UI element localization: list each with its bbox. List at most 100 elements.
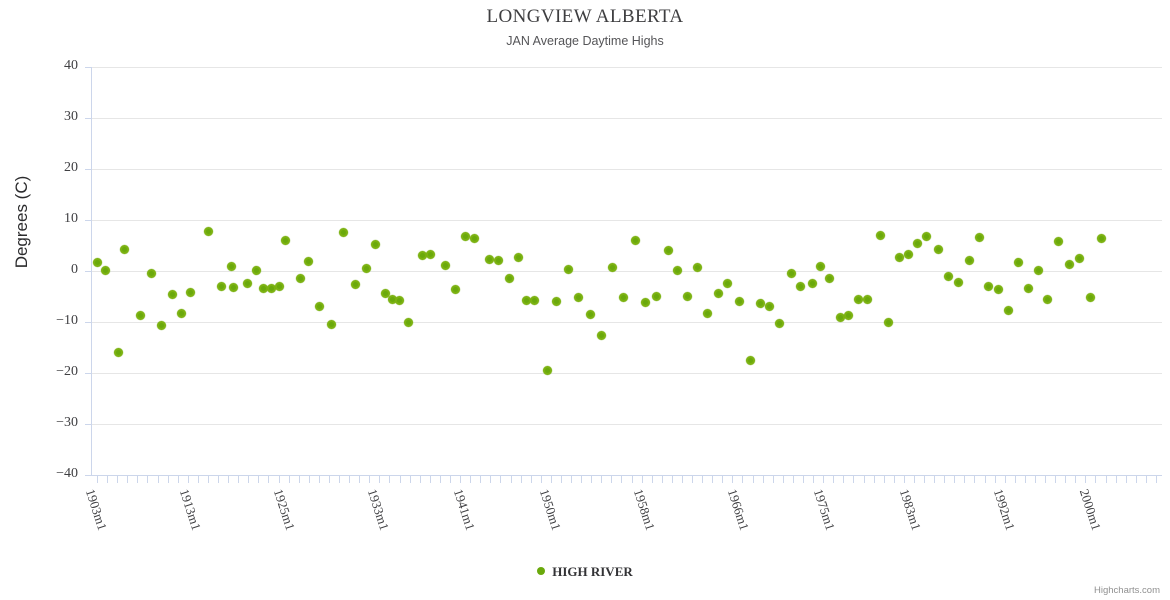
data-point[interactable]: [912, 238, 922, 248]
data-point[interactable]: [903, 249, 913, 259]
data-point[interactable]: [843, 310, 853, 320]
data-point[interactable]: [440, 260, 450, 270]
data-point[interactable]: [146, 268, 156, 278]
data-point[interactable]: [807, 278, 817, 288]
data-point[interactable]: [314, 301, 324, 311]
data-point[interactable]: [1064, 259, 1074, 269]
data-point[interactable]: [370, 239, 380, 249]
data-point[interactable]: [504, 273, 514, 283]
data-point[interactable]: [764, 301, 774, 311]
data-point[interactable]: [176, 308, 186, 318]
data-point[interactable]: [513, 252, 523, 262]
data-point[interactable]: [862, 294, 872, 304]
data-point[interactable]: [460, 231, 470, 241]
data-point[interactable]: [824, 273, 834, 283]
data-point[interactable]: [618, 292, 628, 302]
data-point[interactable]: [573, 292, 583, 302]
data-point[interactable]: [484, 254, 494, 264]
data-point[interactable]: [883, 317, 893, 327]
data-point[interactable]: [113, 347, 123, 357]
data-point[interactable]: [1013, 257, 1023, 267]
data-point[interactable]: [755, 298, 765, 308]
data-point[interactable]: [921, 231, 931, 241]
data-point[interactable]: [734, 296, 744, 306]
data-point[interactable]: [786, 268, 796, 278]
data-point[interactable]: [953, 277, 963, 287]
credits-link[interactable]: Highcharts.com: [1094, 585, 1160, 596]
data-point[interactable]: [394, 295, 404, 305]
data-point[interactable]: [933, 244, 943, 254]
legend-item-high-river[interactable]: HIGH RIVER: [537, 564, 633, 580]
data-point[interactable]: [795, 281, 805, 291]
data-point[interactable]: [563, 264, 573, 274]
data-point[interactable]: [585, 309, 595, 319]
data-point[interactable]: [722, 278, 732, 288]
data-point[interactable]: [983, 281, 993, 291]
data-point[interactable]: [92, 257, 102, 267]
data-point[interactable]: [280, 235, 290, 245]
data-point[interactable]: [1053, 236, 1063, 246]
data-point[interactable]: [702, 308, 712, 318]
data-point[interactable]: [943, 271, 953, 281]
data-point[interactable]: [274, 281, 284, 291]
data-point[interactable]: [450, 284, 460, 294]
data-point[interactable]: [156, 320, 166, 330]
data-point[interactable]: [894, 252, 904, 262]
data-point[interactable]: [493, 255, 503, 265]
data-point[interactable]: [651, 291, 661, 301]
data-point[interactable]: [630, 235, 640, 245]
data-point[interactable]: [380, 288, 390, 298]
data-point[interactable]: [964, 255, 974, 265]
legend-marker-icon: [537, 567, 546, 575]
data-point[interactable]: [119, 244, 129, 254]
data-point[interactable]: [185, 287, 195, 297]
data-point[interactable]: [469, 233, 479, 243]
data-point[interactable]: [993, 284, 1003, 294]
data-point[interactable]: [596, 330, 606, 340]
data-point[interactable]: [1042, 294, 1052, 304]
data-point[interactable]: [672, 265, 682, 275]
data-point[interactable]: [203, 226, 213, 236]
data-point[interactable]: [361, 263, 371, 273]
data-point[interactable]: [425, 249, 435, 259]
data-point[interactable]: [167, 289, 177, 299]
data-point[interactable]: [1003, 305, 1013, 315]
data-point[interactable]: [607, 262, 617, 272]
data-point[interactable]: [228, 282, 238, 292]
data-point[interactable]: [682, 291, 692, 301]
data-point[interactable]: [692, 262, 702, 272]
data-point[interactable]: [338, 227, 348, 237]
data-point[interactable]: [551, 296, 561, 306]
data-point[interactable]: [853, 294, 863, 304]
data-point[interactable]: [1096, 233, 1106, 243]
x-axis-tick: [551, 476, 552, 483]
x-axis-tick: [349, 476, 350, 483]
data-point[interactable]: [1074, 253, 1084, 263]
data-point[interactable]: [216, 281, 226, 291]
x-axis-tick: [853, 476, 854, 483]
data-point[interactable]: [640, 297, 650, 307]
data-point[interactable]: [403, 317, 413, 327]
data-point[interactable]: [226, 261, 236, 271]
data-point[interactable]: [1033, 265, 1043, 275]
data-point[interactable]: [1023, 283, 1033, 293]
data-point[interactable]: [713, 288, 723, 298]
data-point[interactable]: [242, 278, 252, 288]
data-point[interactable]: [135, 310, 145, 320]
data-point[interactable]: [251, 265, 261, 275]
data-point[interactable]: [745, 355, 755, 365]
data-point[interactable]: [1085, 292, 1095, 302]
data-point[interactable]: [326, 319, 336, 329]
data-point[interactable]: [774, 318, 784, 328]
data-point[interactable]: [100, 265, 110, 275]
x-axis-tick: [924, 476, 925, 483]
data-point[interactable]: [542, 365, 552, 375]
data-point[interactable]: [303, 256, 313, 266]
data-point[interactable]: [663, 245, 673, 255]
data-point[interactable]: [295, 273, 305, 283]
data-point[interactable]: [974, 232, 984, 242]
data-point[interactable]: [875, 230, 885, 240]
data-point[interactable]: [529, 295, 539, 305]
data-point[interactable]: [350, 279, 360, 289]
data-point[interactable]: [815, 261, 825, 271]
